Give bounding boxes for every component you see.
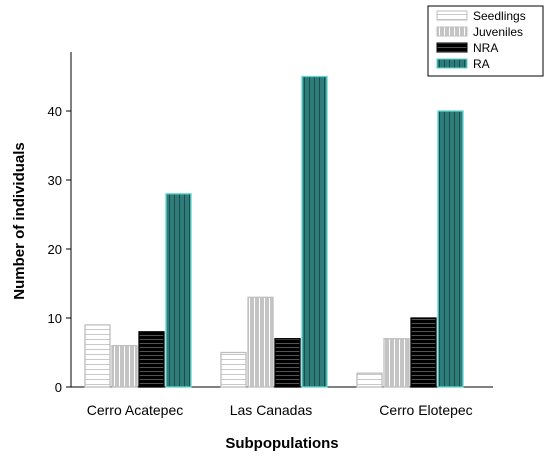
category-label: Cerro Elotepec <box>379 402 472 418</box>
bar-ra-2 <box>301 75 328 388</box>
legend-label-ra: RA <box>473 57 490 71</box>
category-labels: Cerro Acatepec Las Canadas Cerro Elotepec <box>87 402 473 418</box>
legend-swatch-juveniles <box>436 26 468 37</box>
bar-juveniles-1 <box>111 344 138 388</box>
y-tick-label: 40 <box>48 104 62 119</box>
category-label: Las Canadas <box>230 402 313 418</box>
y-tick-label: 20 <box>48 242 62 257</box>
bar-seedlings-3 <box>356 372 383 388</box>
x-axis-label: Subpopulations <box>225 435 338 452</box>
bar-nra-2 <box>274 338 301 388</box>
bar-ra-3 <box>437 110 464 388</box>
bar-nra-3 <box>410 317 437 388</box>
bar-ra-1 <box>165 193 192 388</box>
y-tick-label: 0 <box>55 380 62 395</box>
category-label: Cerro Acatepec <box>87 402 184 418</box>
legend-label-nra: NRA <box>473 41 498 55</box>
y-tick-label: 30 <box>48 173 62 188</box>
bars <box>84 75 464 388</box>
bar-juveniles-3 <box>383 338 410 388</box>
bar-seedlings-1 <box>84 324 111 388</box>
legend-swatch-ra <box>436 58 468 69</box>
legend-swatch-nra <box>436 42 468 53</box>
bar-juveniles-2 <box>247 296 274 388</box>
legend-label-seedlings: Seedlings <box>473 9 526 23</box>
bar-seedlings-2 <box>220 351 247 388</box>
legend-swatch-seedlings <box>436 10 468 21</box>
legend: Seedlings Juveniles NRA RA <box>427 5 544 77</box>
y-ticks: 0 10 20 30 40 <box>48 104 71 395</box>
legend-label-juveniles: Juveniles <box>473 25 523 39</box>
y-tick-label: 10 <box>48 311 62 326</box>
bar-nra-1 <box>138 331 165 388</box>
y-axis-label: Number of individuals <box>11 142 28 300</box>
